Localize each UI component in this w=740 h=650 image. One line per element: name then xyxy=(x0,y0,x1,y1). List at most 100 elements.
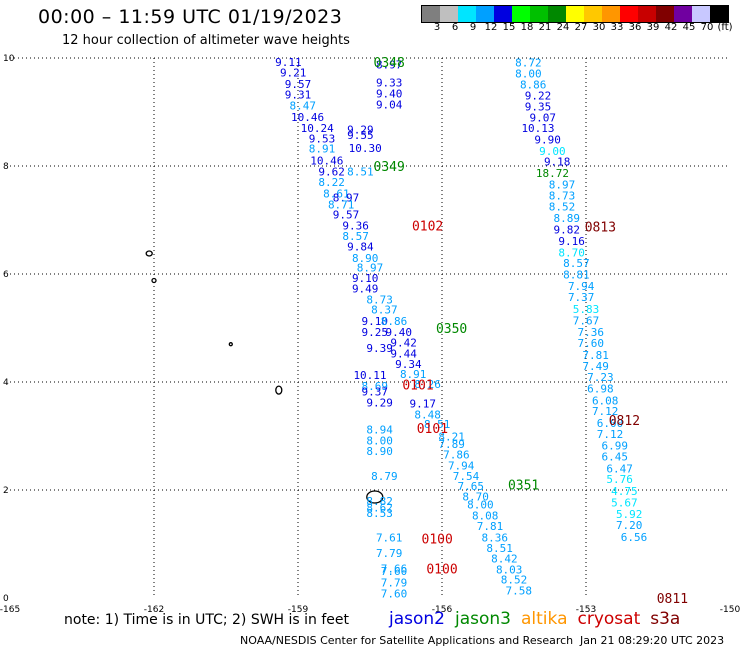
wave-height-label: 9.00 xyxy=(539,145,566,158)
wave-height-label: 9.18 xyxy=(544,156,571,169)
wave-height-label: 9.25 xyxy=(362,326,389,339)
wave-height-label: 5.67 xyxy=(611,496,638,509)
color-scale-label: (ft) xyxy=(717,22,733,33)
wave-height-label: 6.47 xyxy=(606,462,633,475)
wave-height-label: 10.46 xyxy=(291,111,324,124)
wave-height-label: 7.49 xyxy=(582,360,609,373)
color-swatch xyxy=(602,6,620,22)
x-tick-label: -159 xyxy=(288,605,309,615)
wave-height-label: 9.29 xyxy=(366,397,393,410)
wave-height-label: 8.82 xyxy=(366,495,393,508)
color-scale-label: 30 xyxy=(592,22,606,33)
color-swatch xyxy=(710,6,728,22)
wave-height-label: 9.35 xyxy=(525,101,552,114)
legend-cryosat: cryosat xyxy=(577,609,641,629)
color-scale-label: 15 xyxy=(502,22,516,33)
wave-height-label: 8.26 xyxy=(414,378,441,391)
wave-height-label: 8.97 xyxy=(376,58,403,71)
color-scale-label: 3 xyxy=(433,22,441,33)
wave-height-label: 5.76 xyxy=(606,473,633,486)
wave-height-label: 7.67 xyxy=(573,314,600,327)
island-outline xyxy=(366,490,384,504)
wave-height-label: 7.60 xyxy=(381,588,408,601)
wave-height-label: 7.79 xyxy=(376,547,403,560)
wave-height-label: 8.48 xyxy=(414,408,441,421)
wave-height-label: 7.94 xyxy=(448,460,475,473)
x-tick-label: -165 xyxy=(0,605,20,615)
wave-height-label: 6.00 xyxy=(597,417,624,430)
x-tick-label: -153 xyxy=(576,605,596,615)
color-scale-label: 27 xyxy=(574,22,588,33)
color-scale-label: 70 xyxy=(700,22,714,33)
track-time-label: 0348 xyxy=(374,56,405,71)
wave-height-label: 9.16 xyxy=(558,235,585,248)
track-time-label: 0349 xyxy=(374,160,405,175)
y-tick-label: 2 xyxy=(3,486,9,496)
wave-height-label: 8.90 xyxy=(366,445,393,458)
wave-height-label: 7.60 xyxy=(381,565,408,578)
wave-height-label: 8.73 xyxy=(366,293,393,306)
footer-credit: NOAA/NESDIS Center for Satellite Applica… xyxy=(240,634,574,647)
y-tick-label: 8 xyxy=(3,162,9,172)
legend-s3a: s3a xyxy=(650,609,681,629)
wave-height-label: 9.33 xyxy=(376,76,403,89)
wave-height-label: 9.29 xyxy=(347,123,374,136)
wave-height-label: 9.53 xyxy=(309,132,336,145)
color-swatch xyxy=(566,6,584,22)
y-tick-label: 4 xyxy=(3,378,9,388)
wave-height-label: 9.39 xyxy=(366,342,393,355)
wave-height-label: 9.57 xyxy=(333,209,360,222)
track-time-label: 0350 xyxy=(436,322,467,337)
wave-height-label: 8.97 xyxy=(549,178,576,191)
color-swatch xyxy=(440,6,458,22)
island-outline xyxy=(275,385,283,395)
color-swatch xyxy=(548,6,566,22)
track-time-label: 0101 xyxy=(402,379,433,394)
color-swatch xyxy=(674,6,692,22)
island-outline xyxy=(145,250,153,257)
wave-height-label: 9.17 xyxy=(410,398,437,411)
color-scale-label: 42 xyxy=(664,22,678,33)
track-time-label: 0100 xyxy=(426,562,457,577)
wave-height-label: 9.42 xyxy=(390,337,417,350)
y-tick-label: 10 xyxy=(3,54,15,64)
wave-height-label: 8.81 xyxy=(563,269,590,282)
color-swatch xyxy=(422,6,440,22)
color-scale-labels: 3 6 9 12 15 18 21 24 27 30 33 36 39 42 45 70 (ft) xyxy=(421,22,733,34)
wave-height-label: 8.89 xyxy=(554,212,581,225)
y-tick-label: 0 xyxy=(3,594,9,604)
wave-height-label: 8.61 xyxy=(323,188,350,201)
wave-height-label: 7.54 xyxy=(453,470,480,483)
wave-height-label: 7.20 xyxy=(616,519,643,532)
wave-height-label: 8.00 xyxy=(467,499,494,512)
wave-height-label: 7.60 xyxy=(578,337,605,350)
wave-height-label: 18.72 xyxy=(536,167,569,180)
wave-height-label: 9.10 xyxy=(352,272,379,285)
wave-height-label: 7.61 xyxy=(376,532,403,545)
color-swatch xyxy=(476,6,494,22)
color-scale-label: 45 xyxy=(682,22,696,33)
legend-jason3: jason3 xyxy=(455,609,511,629)
wave-height-label: 8.00 xyxy=(515,68,542,81)
wave-height-label: 8.51 xyxy=(347,165,374,178)
color-scale-label: 6 xyxy=(451,22,459,33)
wave-height-label: 7.81 xyxy=(477,520,504,533)
wave-height-label: 5.92 xyxy=(616,508,643,521)
color-scale-label: 18 xyxy=(520,22,534,33)
wave-height-label: 8.57 xyxy=(342,230,369,243)
wave-height-label: 8.51 xyxy=(486,542,513,555)
wave-height-label: 9.21 xyxy=(280,67,307,80)
y-tick-label: 6 xyxy=(3,270,9,280)
wave-height-label: 9.40 xyxy=(376,88,403,101)
color-swatch xyxy=(638,6,656,22)
wave-height-label: 7.86 xyxy=(443,448,470,461)
wave-height-label: 7.37 xyxy=(568,291,595,304)
color-swatch xyxy=(530,6,548,22)
wave-height-label: 8.51 xyxy=(424,418,451,431)
x-tick-label: -150 xyxy=(720,605,740,615)
color-scale-label: 9 xyxy=(469,22,477,33)
wave-height-label: 10.24 xyxy=(301,122,334,135)
wave-height-label: 8.22 xyxy=(318,176,345,189)
wave-height-label: 5.83 xyxy=(573,303,600,316)
wave-height-label: 6.45 xyxy=(602,451,629,464)
